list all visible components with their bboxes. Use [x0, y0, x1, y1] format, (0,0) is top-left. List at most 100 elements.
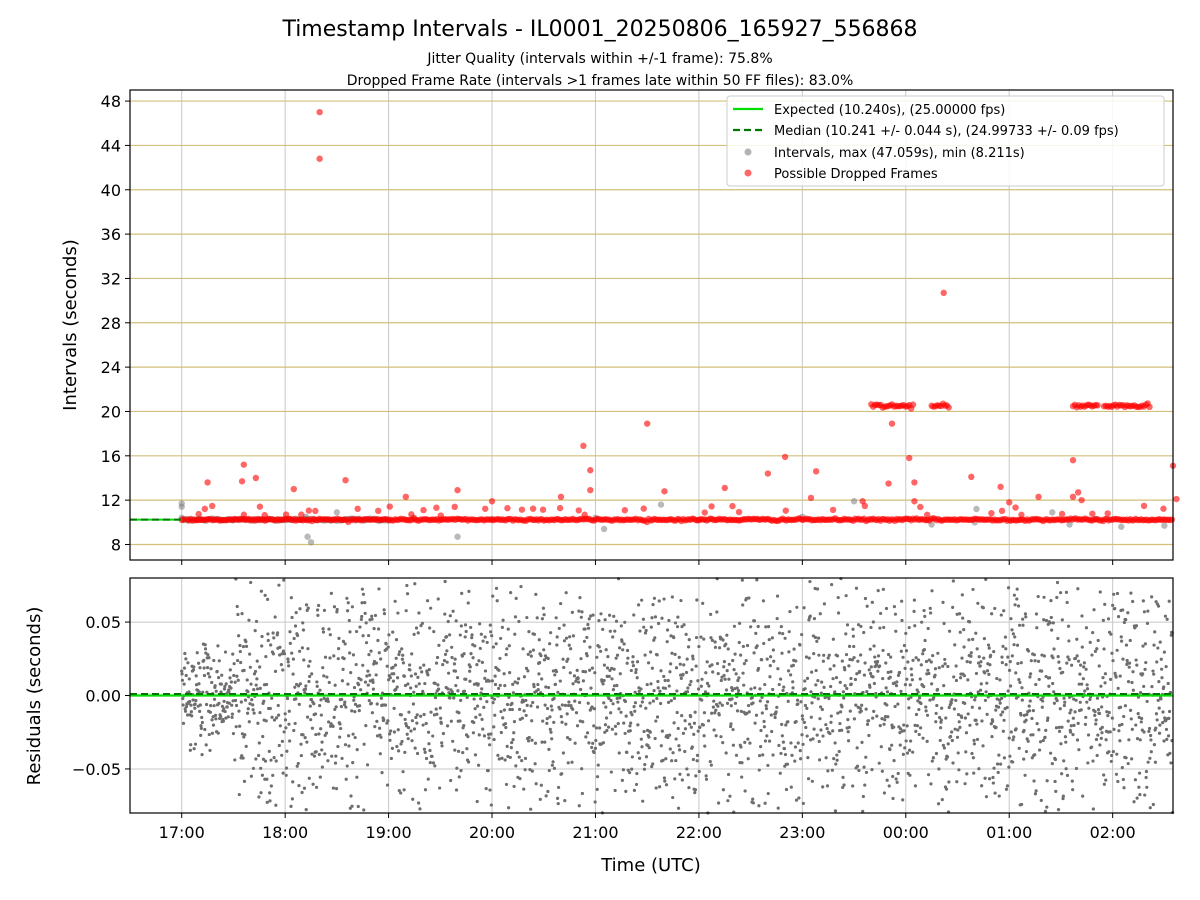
residual-point: [1104, 778, 1108, 782]
residual-point: [1023, 612, 1028, 616]
residual-point: [366, 683, 370, 687]
x-tick-label: 02:00: [1090, 823, 1136, 842]
residual-point: [505, 744, 509, 748]
residual-point: [222, 699, 226, 703]
residual-point: [945, 755, 950, 759]
residual-point: [631, 663, 635, 668]
residual-point: [815, 733, 819, 737]
residual-point: [1064, 767, 1068, 771]
residual-point: [361, 592, 366, 596]
residual-point: [565, 712, 569, 716]
residual-point: [450, 645, 454, 649]
residual-point: [522, 675, 527, 679]
residual-point: [225, 705, 229, 709]
residual-point: [891, 774, 895, 779]
residual-point: [650, 616, 654, 620]
residual-point: [1118, 674, 1122, 678]
residual-point: [1097, 711, 1102, 716]
residual-point: [791, 663, 795, 667]
residual-point: [678, 662, 682, 666]
residual-point: [987, 672, 991, 676]
residual-point: [686, 645, 691, 649]
residual-point: [271, 773, 275, 777]
residual-point: [1116, 779, 1120, 784]
residual-point: [499, 730, 503, 735]
residual-point: [900, 599, 904, 603]
residual-point: [780, 734, 784, 738]
residual-point: [391, 679, 396, 683]
residual-point: [905, 724, 909, 728]
residual-point: [677, 744, 681, 748]
residual-point: [998, 701, 1002, 705]
residual-point: [363, 680, 368, 684]
residual-point: [1064, 590, 1069, 594]
residual-point: [807, 618, 811, 622]
x-tick-label: 20:00: [469, 823, 515, 842]
residual-point: [364, 641, 369, 645]
residual-point: [1142, 730, 1146, 734]
residual-point: [718, 701, 722, 705]
residual-point: [864, 770, 869, 775]
residual-point: [328, 656, 332, 660]
residual-point: [971, 587, 975, 592]
residual-point: [671, 751, 675, 755]
residual-point: [717, 646, 722, 650]
residual-point: [724, 688, 729, 692]
residual-point: [258, 686, 262, 690]
residual-point: [344, 777, 348, 781]
residual-point: [681, 731, 685, 736]
residual-point: [244, 640, 248, 644]
residual-point: [344, 705, 348, 709]
residual-point: [908, 773, 912, 777]
dropped-frame-point: [1160, 505, 1167, 512]
residual-point: [1036, 659, 1041, 663]
residual-point: [626, 656, 630, 660]
residual-point: [811, 737, 815, 741]
residual-point: [388, 676, 392, 680]
residual-point: [871, 716, 875, 720]
residual-point: [340, 697, 344, 701]
residual-point: [419, 714, 423, 718]
residual-point: [1068, 711, 1072, 715]
residual-point: [490, 634, 494, 638]
residual-point: [518, 707, 522, 711]
residual-point: [471, 731, 476, 735]
residual-point: [212, 704, 216, 708]
residual-point: [906, 697, 911, 701]
residual-point: [1013, 603, 1017, 607]
residual-point: [563, 798, 567, 803]
residual-point: [432, 713, 437, 717]
residual-point: [193, 706, 197, 710]
residual-point: [359, 688, 363, 692]
residual-point: [238, 724, 242, 728]
residual-point: [581, 669, 585, 674]
residual-point: [703, 690, 708, 694]
residual-point: [899, 727, 903, 731]
residual-point: [881, 587, 885, 591]
residual-point: [274, 716, 279, 720]
residual-point: [989, 722, 993, 726]
residual-point: [660, 729, 664, 733]
residual-point: [1120, 722, 1124, 727]
residual-point: [667, 684, 671, 688]
residual-point: [475, 704, 480, 708]
residual-point: [583, 670, 588, 674]
residual-point: [835, 753, 839, 757]
residual-point: [652, 689, 656, 693]
residual-point: [562, 665, 566, 670]
residual-point: [641, 617, 645, 621]
residual-point: [731, 727, 735, 732]
residual-point: [579, 657, 583, 661]
residual-point: [654, 786, 658, 790]
residual-point: [188, 748, 192, 752]
residual-point: [962, 628, 966, 632]
residual-point: [901, 752, 905, 756]
residual-point: [360, 601, 364, 605]
residual-point: [913, 784, 918, 788]
residual-point: [1115, 752, 1119, 756]
residual-point: [1133, 778, 1138, 782]
residual-point: [1058, 707, 1062, 711]
residual-point: [1107, 750, 1111, 754]
residual-point: [673, 621, 678, 625]
dropped-frame-point: [906, 454, 913, 462]
